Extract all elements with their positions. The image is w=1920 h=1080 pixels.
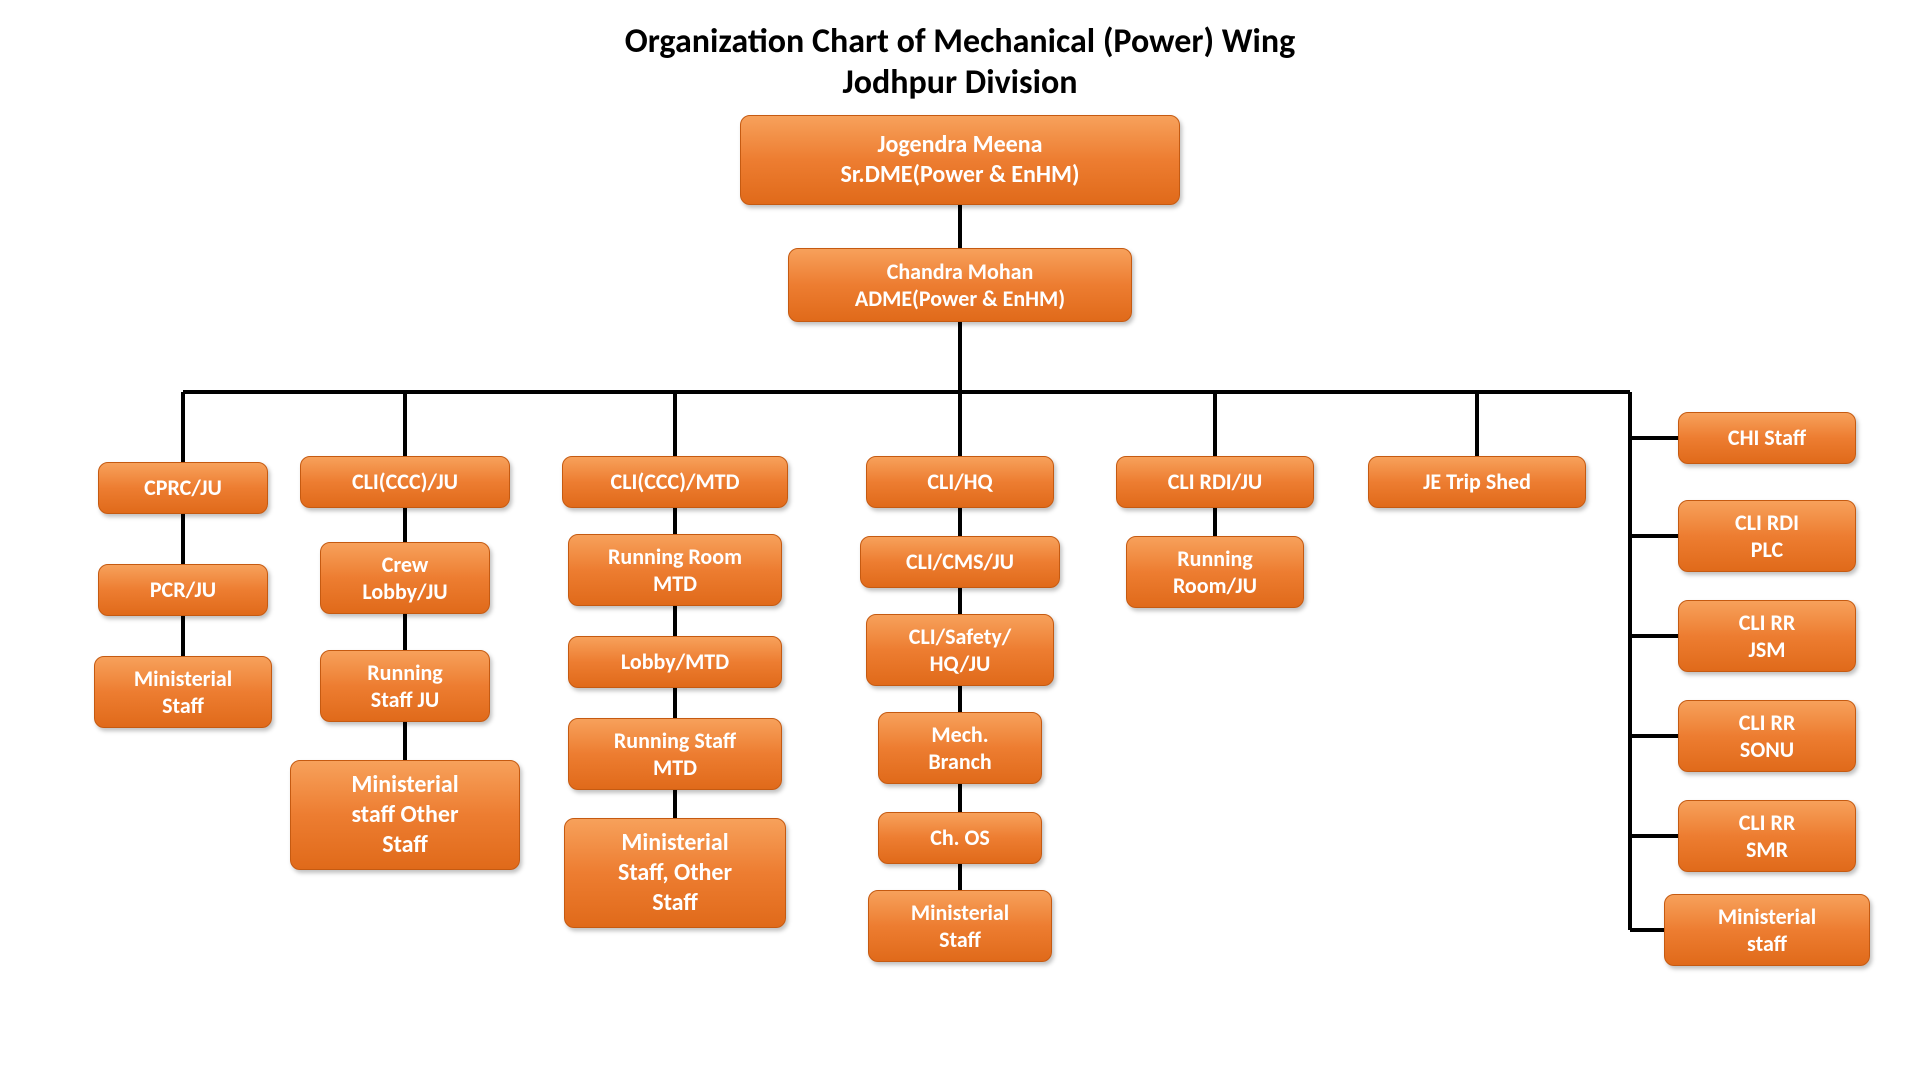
org-node-cli_rdi_plc: CLI RDIPLC [1678,500,1856,572]
node-label: Staff, Other [618,858,732,888]
node-label: Running Staff [614,727,736,755]
node-label: CLI RDI [1735,509,1799,537]
node-label: MTD [653,754,697,782]
node-label: ADME(Power & EnHM) [855,285,1065,313]
node-label: Staff [939,926,981,954]
org-node-cli_safety: CLI/Safety/HQ/JU [866,614,1054,686]
org-node-lobby_mtd: Lobby/MTD [568,636,782,688]
org-node-cli_rr_sonu: CLI RRSONU [1678,700,1856,772]
node-label: CLI RR [1739,709,1796,737]
node-label: PLC [1751,536,1783,564]
node-label: MTD [653,570,697,598]
node-label: PCR/JU [150,576,216,604]
org-node-min1: MinisterialStaff [94,656,272,728]
node-label: Ministerial [911,899,1009,927]
node-label: JSM [1749,636,1786,664]
node-label: CPRC/JU [144,474,222,502]
node-label: Ministerial [351,770,458,800]
node-label: CLI(CCC)/MTD [611,468,740,496]
org-node-crewlobby: CrewLobby/JU [320,542,490,614]
org-node-rs_mtd: Running StaffMTD [568,718,782,790]
node-label: CLI/HQ [927,468,992,496]
org-node-min3: MinisterialStaff, OtherStaff [564,818,786,928]
org-node-min2: Ministerialstaff OtherStaff [290,760,520,870]
node-label: Ch. OS [930,824,990,852]
org-node-min4: MinisterialStaff [868,890,1052,962]
node-label: staff Other [352,800,459,830]
node-label: Mech. [931,721,988,749]
org-node-cli_cms: CLI/CMS/JU [860,536,1060,588]
org-node-cliccc_ju: CLI(CCC)/JU [300,456,510,508]
node-label: HQ/JU [930,650,991,678]
node-label: Ministerial [621,828,728,858]
org-node-rr_ju: RunningRoom/JU [1126,536,1304,608]
node-label: CLI RDI/JU [1168,468,1262,496]
node-label: CLI RR [1739,809,1796,837]
org-node-je_trip: JE Trip Shed [1368,456,1586,508]
node-label: Staff [162,692,204,720]
node-label: JE Trip Shed [1423,468,1531,496]
title-line-1: Organization Chart of Mechanical (Power)… [0,22,1920,63]
org-node-cli_rdi: CLI RDI/JU [1116,456,1314,508]
chart-title: Organization Chart of Mechanical (Power)… [0,22,1920,104]
node-label: Lobby/MTD [621,648,729,676]
node-label: Running Room [608,543,742,571]
node-label: Crew [382,551,429,579]
node-label: SONU [1740,736,1794,764]
org-node-pcr: PCR/JU [98,564,268,616]
org-node-root: Jogendra MeenaSr.DME(Power & EnHM) [740,115,1180,205]
node-label: CLI(CCC)/JU [352,468,458,496]
node-label: Branch [928,748,991,776]
node-label: CHI Staff [1728,424,1806,452]
node-label: CLI RR [1739,609,1796,637]
org-node-cprc: CPRC/JU [98,462,268,514]
org-node-runstaffju: RunningStaff JU [320,650,490,722]
org-node-chi_staff: CHI Staff [1678,412,1856,464]
title-line-2: Jodhpur Division [0,63,1920,104]
node-label: SMR [1746,836,1788,864]
org-node-cli_rr_smr: CLI RRSMR [1678,800,1856,872]
org-node-cli_hq: CLI/HQ [866,456,1054,508]
node-label: Lobby/JU [362,578,447,606]
node-label: Chandra Mohan [887,258,1034,286]
node-label: Running [367,659,442,687]
org-node-chos: Ch. OS [878,812,1042,864]
org-node-min5: Ministerialstaff [1664,894,1870,966]
node-label: Room/JU [1173,572,1257,600]
node-label: CLI/CMS/JU [906,548,1014,576]
node-label: Running [1177,545,1252,573]
node-label: Staff [382,830,428,860]
node-label: Ministerial [1718,903,1816,931]
node-label: Ministerial [134,665,232,693]
org-node-cliccc_mtd: CLI(CCC)/MTD [562,456,788,508]
node-label: Staff [652,888,698,918]
node-label: CLI/Safety/ [909,623,1011,651]
node-label: Sr.DME(Power & EnHM) [841,160,1080,190]
node-label: staff [1747,930,1787,958]
org-node-cli_rr_jsm: CLI RRJSM [1678,600,1856,672]
org-node-adme: Chandra MohanADME(Power & EnHM) [788,248,1132,322]
org-node-rr_mtd: Running RoomMTD [568,534,782,606]
org-node-mech: Mech.Branch [878,712,1042,784]
node-label: Jogendra Meena [878,130,1043,160]
node-label: Staff JU [371,686,439,714]
